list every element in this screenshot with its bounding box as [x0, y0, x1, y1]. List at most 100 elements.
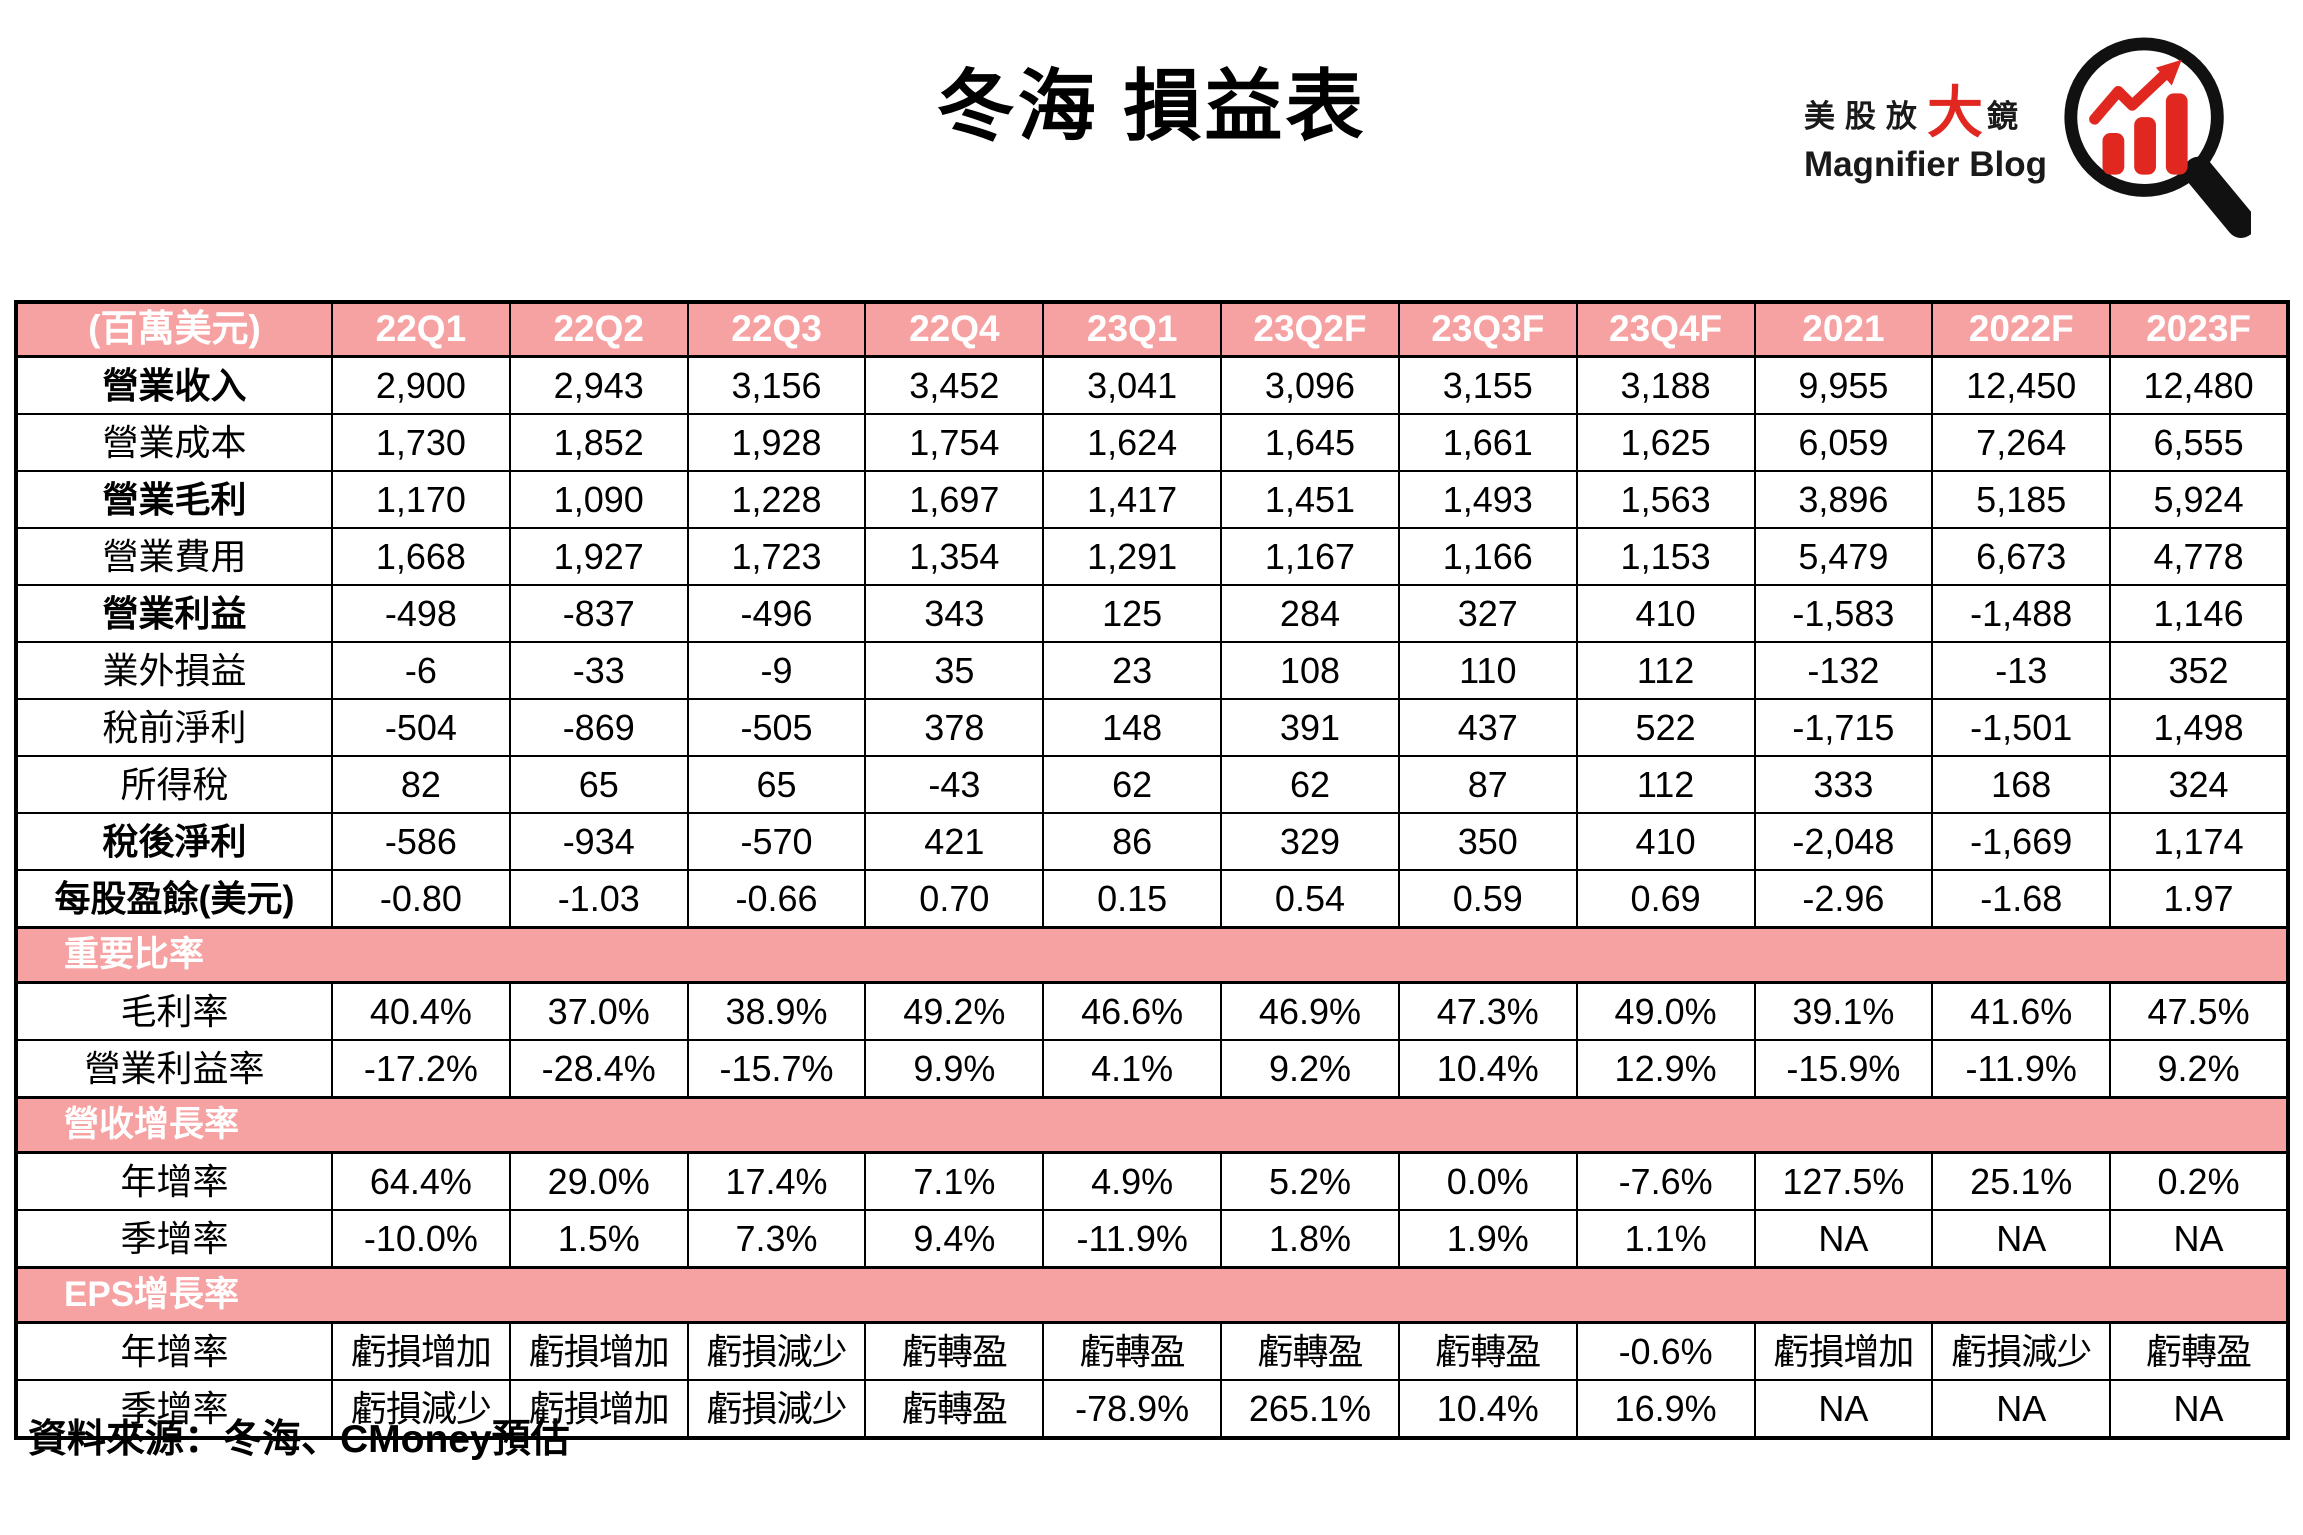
table-cell: 6,673 [1931, 527, 2112, 586]
table-cell: -1,715 [1753, 698, 1934, 757]
row-label: 稅後淨利 [15, 812, 333, 871]
table-cell: 10.4% [1397, 1039, 1578, 1099]
table-cell: 37.0% [508, 981, 689, 1041]
table-cell: 40.4% [331, 981, 511, 1041]
table-cell: 1,228 [686, 470, 867, 529]
table-cell: 虧損增加 [331, 1321, 511, 1381]
table-cell: 4.1% [1042, 1039, 1223, 1099]
table-row: 每股盈餘(美元) -0.80 -1.03 -0.66 0.70 0.15 0.54 0.59 0… [15, 869, 2289, 929]
table-cell: 5,185 [1931, 470, 2112, 529]
row-label: 業外損益 [15, 641, 333, 700]
table-cell: 12,450 [1931, 355, 2112, 415]
table-cell: 1,928 [686, 413, 867, 472]
table-cell: 1,291 [1042, 527, 1223, 586]
table-cell: 6,059 [1753, 413, 1934, 472]
section-row: 重要比率 [15, 926, 2289, 984]
table-cell: 1,146 [2109, 584, 2289, 643]
table-cell: 虧損增加 [508, 1321, 689, 1381]
table-cell: 168 [1931, 755, 2112, 814]
table-cell: 3,452 [864, 355, 1045, 415]
table-cell: 虧損減少 [686, 1379, 867, 1439]
table-cell: 3,156 [686, 355, 867, 415]
table-row: 營業利益 -498 -837 -496 343 125 284 327 410 -1,583 -1,… [15, 584, 2289, 643]
row-label: 年增率 [15, 1321, 333, 1381]
table-row: 營業利益率 -17.2% -28.4% -15.7% 9.9% 4.1% 9.2% 10.4%… [15, 1039, 2289, 1099]
table-cell: 0.54 [1220, 869, 1400, 929]
table-cell: 1,563 [1575, 470, 1756, 529]
table-cell: 虧轉盈 [1042, 1321, 1223, 1381]
table-cell: 虧損減少 [686, 1321, 867, 1381]
table-cell: 110 [1397, 641, 1578, 700]
table-cell: 1,661 [1397, 413, 1578, 472]
table-cell: -0.6% [1575, 1321, 1756, 1381]
table-cell: 9.4% [864, 1209, 1045, 1269]
col-header-23Q4F: 23Q4F [1575, 301, 1756, 358]
table-cell: NA [1753, 1379, 1934, 1439]
table-cell: 0.69 [1575, 869, 1756, 929]
table-cell: 125 [1042, 584, 1223, 643]
row-label: 年增率 [15, 1151, 333, 1211]
row-label: 季增率 [15, 1209, 333, 1269]
table-cell: -837 [508, 584, 689, 643]
table-cell: 522 [1575, 698, 1756, 757]
table-cell: 378 [864, 698, 1045, 757]
row-label: 營業利益率 [15, 1039, 333, 1099]
table-cell: 9.2% [1220, 1039, 1400, 1099]
table-cell: 6,555 [2109, 413, 2289, 472]
table-cell: -0.66 [686, 869, 867, 929]
table-cell: 1,852 [508, 413, 689, 472]
table-cell: 112 [1575, 755, 1756, 814]
table-cell: 1,417 [1042, 470, 1223, 529]
table-cell: 148 [1042, 698, 1223, 757]
col-header-22Q3: 22Q3 [686, 301, 867, 358]
section-label: 營收增長率 [15, 1096, 2289, 1154]
table-cell: 343 [864, 584, 1045, 643]
col-header-22Q1: 22Q1 [331, 301, 511, 358]
table-cell: -0.80 [331, 869, 511, 929]
table-cell: 1.5% [508, 1209, 689, 1269]
table-cell: 虧損減少 [1931, 1321, 2112, 1381]
table-cell: 1,170 [331, 470, 511, 529]
table-cell: NA [2109, 1209, 2289, 1269]
table-cell: 46.6% [1042, 981, 1223, 1041]
table-cell: 3,896 [1753, 470, 1934, 529]
table-cell: 7.1% [864, 1151, 1045, 1211]
table-cell: -1,488 [1931, 584, 2112, 643]
table-cell: 350 [1397, 812, 1578, 871]
table-cell: -1,501 [1931, 698, 2112, 757]
table-cell: 虧轉盈 [2109, 1321, 2289, 1381]
table-cell: -934 [508, 812, 689, 871]
table-cell: 64.4% [331, 1151, 511, 1211]
table-row: 毛利率 40.4% 37.0% 38.9% 49.2% 46.6% 46.9% 47.3% 49… [15, 981, 2289, 1041]
magnifier-handle [2183, 156, 2251, 238]
table-cell: 3,096 [1220, 355, 1400, 415]
table-cell: 1,624 [1042, 413, 1223, 472]
logo-line1: 美股放 大 鏡 [1804, 83, 2047, 143]
table-cell: -78.9% [1042, 1379, 1223, 1439]
col-header-22Q4: 22Q4 [864, 301, 1045, 358]
logo-line1-prefix: 美股放 [1803, 98, 1927, 134]
table-cell: 23 [1042, 641, 1223, 700]
table-row: 年增率 64.4% 29.0% 17.4% 7.1% 4.9% 5.2% 0.0% -7.6% 1… [15, 1151, 2289, 1211]
table-cell: 39.1% [1753, 981, 1934, 1041]
table-cell: 4,778 [2109, 527, 2289, 586]
table-cell: 1,645 [1220, 413, 1400, 472]
table-cell: -28.4% [508, 1039, 689, 1099]
table-cell: 16.9% [1575, 1379, 1756, 1439]
table-cell: 5,924 [2109, 470, 2289, 529]
table-cell: 1,167 [1220, 527, 1400, 586]
table-cell: -1.03 [508, 869, 689, 929]
table-cell: 5,479 [1753, 527, 1934, 586]
table-cell: -869 [508, 698, 689, 757]
table-cell: 410 [1575, 584, 1756, 643]
table-cell: 421 [864, 812, 1045, 871]
table-cell: 1,697 [864, 470, 1045, 529]
row-label: 稅前淨利 [15, 698, 333, 757]
row-label: 營業利益 [15, 584, 333, 643]
table-cell: 1,723 [686, 527, 867, 586]
magnifier-with-bar-chart-icon [2064, 37, 2251, 238]
table-cell: 410 [1575, 812, 1756, 871]
table-cell: 437 [1397, 698, 1578, 757]
table-cell: 327 [1397, 584, 1578, 643]
table-cell: 29.0% [508, 1151, 689, 1211]
